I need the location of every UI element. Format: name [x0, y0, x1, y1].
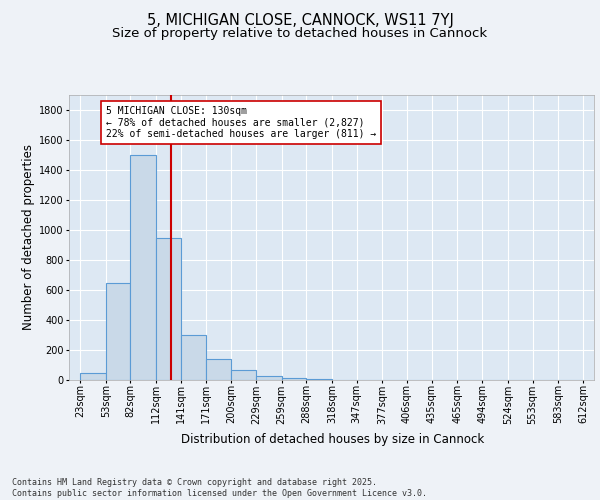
Bar — [106, 282, 130, 380]
Bar — [256, 376, 281, 380]
Bar — [231, 370, 256, 380]
Bar — [181, 335, 206, 380]
Text: Size of property relative to detached houses in Cannock: Size of property relative to detached ho… — [112, 28, 488, 40]
Text: Distribution of detached houses by size in Cannock: Distribution of detached houses by size … — [181, 432, 485, 446]
Text: Contains HM Land Registry data © Crown copyright and database right 2025.
Contai: Contains HM Land Registry data © Crown c… — [12, 478, 427, 498]
Bar — [307, 379, 332, 380]
Bar — [206, 359, 231, 380]
Bar — [80, 372, 106, 380]
Bar — [130, 155, 156, 380]
Text: 5, MICHIGAN CLOSE, CANNOCK, WS11 7YJ: 5, MICHIGAN CLOSE, CANNOCK, WS11 7YJ — [146, 12, 454, 28]
Bar — [281, 378, 307, 380]
Bar — [156, 238, 181, 380]
Y-axis label: Number of detached properties: Number of detached properties — [22, 144, 35, 330]
Text: 5 MICHIGAN CLOSE: 130sqm
← 78% of detached houses are smaller (2,827)
22% of sem: 5 MICHIGAN CLOSE: 130sqm ← 78% of detach… — [106, 106, 376, 138]
